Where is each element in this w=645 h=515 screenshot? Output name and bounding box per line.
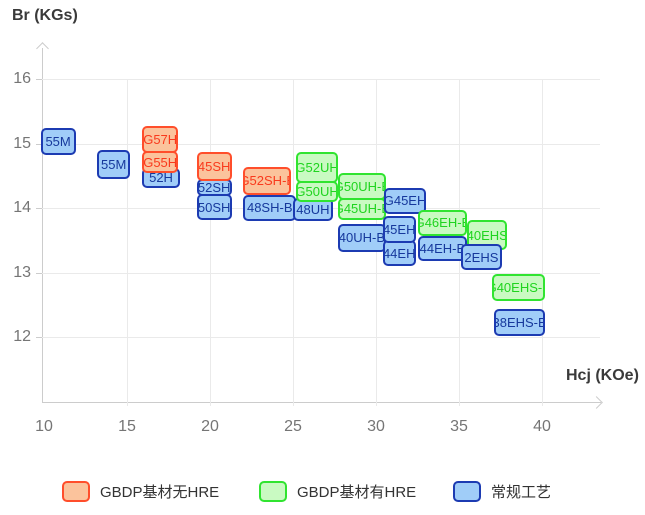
- y-tick-label: 16: [13, 70, 31, 87]
- y-tick-label: 15: [13, 134, 31, 152]
- x-tick-label: 30: [367, 418, 385, 435]
- y-tick-label: 14: [13, 199, 31, 216]
- legend-swatch-icon: [259, 481, 287, 502]
- grade-box-50sh[interactable]: 50SH: [196, 193, 232, 221]
- grade-box-38ehs-b[interactable]: 38EHS-B: [493, 309, 546, 336]
- y-gridline: [42, 79, 600, 80]
- legend-item-gbdp_no_hre[interactable]: GBDP基材无HRE: [62, 481, 219, 502]
- grade-box-45sh[interactable]: 45SH: [196, 151, 232, 181]
- grade-box-52sh[interactable]: 52SH: [196, 178, 232, 196]
- x-tick-label: 25: [284, 418, 302, 435]
- x-axis-arrow-icon: [590, 396, 603, 409]
- y-gridline: [42, 272, 600, 274]
- x-axis-title: Hcj (KOe): [566, 367, 639, 384]
- legend-item-conventional[interactable]: 常规工艺: [453, 481, 551, 502]
- legend-item-gbdp_hre[interactable]: GBDP基材有HRE: [259, 481, 416, 502]
- y-tick-mark: [36, 79, 42, 80]
- grade-box-g45eh[interactable]: G45EH: [384, 188, 426, 214]
- grade-box-g52sh-b[interactable]: G52SH-B: [243, 166, 292, 196]
- x-tick-label: 20: [201, 418, 219, 435]
- y-tick-mark: [36, 337, 42, 338]
- legend-label: 常规工艺: [491, 484, 552, 501]
- y-tick-mark: [36, 208, 42, 209]
- y-axis-arrow-icon: [36, 42, 49, 55]
- grade-box-g46eh-b[interactable]: G46EH-B: [417, 209, 468, 236]
- grade-box-g57h[interactable]: G57H: [141, 126, 179, 154]
- grade-box-g55h[interactable]: G55H: [141, 151, 179, 174]
- y-axis-line: [42, 48, 43, 402]
- x-tick-label: 10: [35, 418, 53, 435]
- grade-box-55m[interactable]: 55M: [97, 149, 131, 179]
- grade-box-g50uh[interactable]: G50UH: [296, 180, 338, 203]
- grade-box-40uh-b[interactable]: 40UH-B: [337, 224, 386, 252]
- grade-box-55m[interactable]: 55M: [40, 128, 76, 156]
- y-tick-label: 13: [13, 263, 31, 281]
- x-tick-label: 15: [118, 418, 136, 435]
- grade-box-48sh-b[interactable]: 48SH-B: [243, 195, 297, 221]
- grade-box-45eh[interactable]: 45EH: [382, 215, 416, 243]
- grade-box-g45uh-b[interactable]: G45UH-B: [337, 197, 386, 221]
- x-gridline: [293, 79, 294, 406]
- legend-swatch-icon: [62, 481, 90, 502]
- x-gridline: [210, 79, 211, 406]
- x-tick-label: 35: [450, 418, 468, 435]
- grade-box-g50uh-b[interactable]: G50UH-B: [337, 173, 386, 201]
- y-axis-title: Br (KGs): [12, 7, 78, 24]
- y-tick-mark: [36, 143, 42, 145]
- grade-box-44eh-b[interactable]: 44EH-B: [417, 235, 468, 261]
- legend-swatch-icon: [453, 481, 481, 502]
- y-gridline: [42, 143, 600, 145]
- grade-box-2ehs[interactable]: 2EHS: [460, 244, 503, 270]
- y-gridline: [42, 337, 600, 338]
- grade-box-g40ehs-b[interactable]: G40EHS-B: [492, 273, 546, 301]
- y-tick-mark: [36, 272, 42, 274]
- legend-label: GBDP基材无HRE: [100, 484, 220, 501]
- x-axis-line: [42, 402, 601, 403]
- x-gridline: [542, 79, 543, 406]
- grade-box-44eh[interactable]: 44EH: [382, 240, 416, 267]
- legend-label: GBDP基材有HRE: [297, 484, 417, 501]
- grade-box-g52uh[interactable]: G52UH: [296, 151, 338, 183]
- y-tick-label: 12: [13, 328, 31, 345]
- x-gridline: [127, 79, 128, 406]
- x-tick-label: 40: [533, 418, 551, 435]
